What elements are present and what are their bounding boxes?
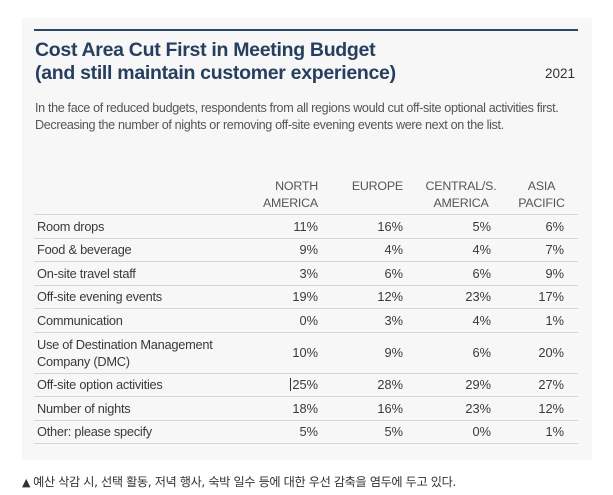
cell-value: 7% — [505, 238, 578, 262]
column-header-asia-pacific: ASIA PACIFIC — [518, 179, 565, 210]
title-line-2: (and still maintain customer experience) — [35, 62, 396, 84]
cell-value: 23% — [417, 396, 505, 421]
cell-value: 27% — [505, 373, 578, 397]
table-row: Communication 0% 3% 4% 1% — [34, 308, 578, 333]
cell-value: 16% — [332, 396, 417, 421]
header-empty — [34, 178, 244, 215]
cell-value: 16% — [332, 214, 417, 239]
cell-value: 9% — [244, 238, 332, 262]
cell-value: 19% — [244, 285, 332, 309]
cell-value: 1% — [505, 308, 578, 333]
cell-value: 5% — [332, 420, 417, 444]
column-header-north-america: NORTH AMERICA — [262, 179, 318, 210]
cell-value: 17% — [505, 285, 578, 309]
cell-value: 28% — [332, 373, 417, 397]
row-label: On-site travel staff — [34, 261, 244, 286]
cell-value: 6% — [332, 261, 417, 286]
cell-value: 18% — [244, 396, 332, 421]
cell-value: 11% — [244, 214, 332, 239]
cell-value: 0% — [244, 308, 332, 333]
row-label: Off-site option activities — [34, 373, 244, 397]
row-label: Off-site evening events — [34, 285, 244, 309]
row-label: Use of Destination Management Company (DM… — [34, 332, 244, 374]
caption: ▲ 예산 삭감 시, 선택 활동, 저녁 행사, 숙박 일수 등에 대한 우선 감… — [22, 472, 456, 490]
top-divider — [34, 29, 578, 31]
cell-value: 0% — [417, 420, 505, 444]
column-header-europe: EUROPE — [351, 179, 403, 193]
cell-value-with-cursor[interactable]: 25% — [244, 373, 332, 397]
table-row: Use of Destination Management Company (DM… — [34, 332, 578, 374]
table-row: Food & beverage 9% 4% 4% 7% — [34, 238, 578, 262]
cell-value: 3% — [332, 308, 417, 333]
table-row: On-site travel staff 3% 6% 6% 9% — [34, 261, 578, 286]
cell-value: 29% — [417, 373, 505, 397]
table-row: Number of nights 18% 16% 23% 12% — [34, 396, 578, 421]
cell-value: 4% — [417, 308, 505, 333]
row-label: Food & beverage — [34, 238, 244, 262]
cell-value: 12% — [505, 396, 578, 421]
table-row: Room drops 11% 16% 5% 6% — [34, 214, 578, 239]
row-label: Room drops — [34, 214, 244, 239]
cell-value: 20% — [505, 332, 578, 374]
cell-value: 6% — [505, 214, 578, 239]
cell-value: 5% — [417, 214, 505, 239]
description: In the face of reduced budgets, responde… — [35, 101, 559, 132]
page-title: Cost Area Cut First in Meeting Budget (a… — [35, 39, 465, 85]
cell-value: 6% — [417, 332, 505, 374]
cell-value: 6% — [417, 261, 505, 286]
title-line-1: Cost Area Cut First in Meeting Budget — [35, 39, 376, 61]
cell-value: 3% — [244, 261, 332, 286]
table-row: Other: please specify 5% 5% 0% 1% — [34, 420, 578, 444]
table-row: Off-site evening events 19% 12% 23% 17% — [34, 285, 578, 309]
cell-value: 4% — [417, 238, 505, 262]
column-header-central-s-america: CENTRAL/S. AMERICA — [425, 179, 497, 210]
cell-value: 12% — [332, 285, 417, 309]
report-card: Cost Area Cut First in Meeting Budget (a… — [22, 18, 592, 460]
year-label: 2021 — [544, 66, 575, 81]
table-header-row: NORTH AMERICA EUROPE CENTRAL/S. AMERICA AS… — [34, 178, 578, 215]
cell-value: 9% — [332, 332, 417, 374]
text-cursor — [290, 378, 292, 392]
cell-value: 4% — [332, 238, 417, 262]
cell-value: 1% — [505, 420, 578, 444]
row-label: Number of nights — [34, 396, 244, 421]
table-row: Off-site option activities 25% 28% 29% 2… — [34, 373, 578, 397]
row-label: Communication — [34, 308, 244, 333]
caption-text: 예산 삭감 시, 선택 활동, 저녁 행사, 숙박 일수 등에 대한 우선 감축… — [33, 475, 456, 489]
cell-value: 5% — [244, 420, 332, 444]
cell-value: 9% — [505, 261, 578, 286]
cell-value: 23% — [417, 285, 505, 309]
budget-cut-table: NORTH AMERICA EUROPE CENTRAL/S. AMERICA AS… — [34, 178, 578, 444]
cell-value: 10% — [244, 332, 332, 374]
triangle-up-icon: ▲ — [22, 476, 31, 489]
row-label: Other: please specify — [34, 420, 244, 444]
